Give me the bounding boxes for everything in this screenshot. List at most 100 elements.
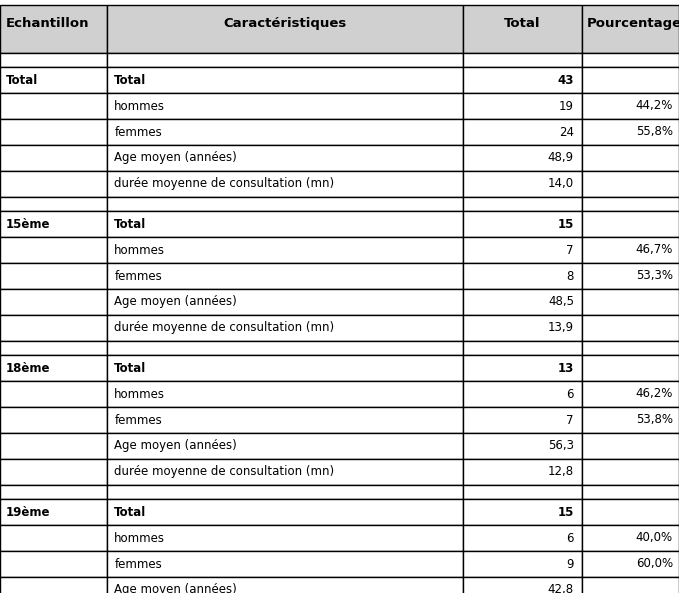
- Bar: [463, 5, 582, 53]
- Bar: [0, 237, 107, 263]
- Bar: [0, 211, 107, 237]
- Bar: [463, 355, 582, 381]
- Bar: [582, 263, 679, 289]
- Bar: [0, 315, 107, 341]
- Text: femmes: femmes: [114, 126, 162, 139]
- Text: 13,9: 13,9: [548, 321, 574, 334]
- Bar: [107, 499, 463, 525]
- Bar: [0, 93, 107, 119]
- Bar: [582, 499, 679, 525]
- Bar: [0, 5, 107, 53]
- Text: 6: 6: [566, 387, 574, 400]
- Text: 19ème: 19ème: [6, 505, 50, 518]
- Text: Total: Total: [114, 505, 147, 518]
- Bar: [463, 499, 582, 525]
- Bar: [463, 119, 582, 145]
- Bar: [107, 237, 463, 263]
- Bar: [582, 197, 679, 211]
- Bar: [0, 433, 107, 459]
- Text: Total: Total: [114, 74, 147, 87]
- Bar: [107, 93, 463, 119]
- Text: 44,2%: 44,2%: [636, 100, 673, 113]
- Bar: [582, 211, 679, 237]
- Bar: [107, 407, 463, 433]
- Bar: [0, 341, 107, 355]
- Bar: [582, 5, 679, 53]
- Bar: [582, 577, 679, 593]
- Bar: [463, 407, 582, 433]
- Bar: [582, 407, 679, 433]
- Bar: [463, 197, 582, 211]
- Bar: [463, 145, 582, 171]
- Text: hommes: hommes: [114, 100, 165, 113]
- Text: femmes: femmes: [114, 269, 162, 282]
- Bar: [463, 237, 582, 263]
- Bar: [582, 237, 679, 263]
- Text: 15: 15: [557, 218, 574, 231]
- Bar: [463, 315, 582, 341]
- Bar: [582, 171, 679, 197]
- Text: Echantillon: Echantillon: [6, 17, 90, 30]
- Text: 53,8%: 53,8%: [636, 413, 673, 426]
- Bar: [463, 263, 582, 289]
- Text: Total: Total: [114, 218, 147, 231]
- Bar: [107, 355, 463, 381]
- Bar: [463, 67, 582, 93]
- Text: 14,0: 14,0: [548, 177, 574, 190]
- Bar: [107, 263, 463, 289]
- Bar: [107, 5, 463, 53]
- Bar: [107, 525, 463, 551]
- Bar: [107, 341, 463, 355]
- Bar: [107, 67, 463, 93]
- Text: hommes: hommes: [114, 387, 165, 400]
- Text: 56,3: 56,3: [548, 439, 574, 452]
- Text: Total: Total: [114, 362, 147, 375]
- Text: 9: 9: [566, 557, 574, 570]
- Text: femmes: femmes: [114, 413, 162, 426]
- Bar: [0, 53, 107, 67]
- Bar: [582, 67, 679, 93]
- Bar: [107, 381, 463, 407]
- Text: Age moyen (années): Age moyen (années): [114, 439, 237, 452]
- Bar: [0, 263, 107, 289]
- Text: 60,0%: 60,0%: [636, 557, 673, 570]
- Bar: [463, 93, 582, 119]
- Bar: [0, 145, 107, 171]
- Bar: [582, 355, 679, 381]
- Text: Age moyen (années): Age moyen (années): [114, 295, 237, 308]
- Bar: [463, 459, 582, 485]
- Bar: [107, 171, 463, 197]
- Text: 12,8: 12,8: [548, 466, 574, 479]
- Bar: [582, 53, 679, 67]
- Bar: [107, 289, 463, 315]
- Text: durée moyenne de consultation (mn): durée moyenne de consultation (mn): [114, 321, 334, 334]
- Text: Age moyen (années): Age moyen (années): [114, 151, 237, 164]
- Text: 13: 13: [557, 362, 574, 375]
- Bar: [107, 145, 463, 171]
- Bar: [0, 525, 107, 551]
- Text: Pourcentage: Pourcentage: [587, 17, 679, 30]
- Bar: [463, 53, 582, 67]
- Bar: [463, 525, 582, 551]
- Bar: [107, 211, 463, 237]
- Text: 7: 7: [566, 244, 574, 257]
- Bar: [0, 171, 107, 197]
- Text: durée moyenne de consultation (mn): durée moyenne de consultation (mn): [114, 177, 334, 190]
- Text: 48,5: 48,5: [548, 295, 574, 308]
- Bar: [463, 485, 582, 499]
- Bar: [463, 433, 582, 459]
- Bar: [463, 171, 582, 197]
- Text: 24: 24: [559, 126, 574, 139]
- Text: 55,8%: 55,8%: [636, 126, 673, 139]
- Text: 48,9: 48,9: [548, 151, 574, 164]
- Text: 53,3%: 53,3%: [636, 269, 673, 282]
- Text: Total: Total: [504, 17, 540, 30]
- Bar: [0, 499, 107, 525]
- Text: durée moyenne de consultation (mn): durée moyenne de consultation (mn): [114, 466, 334, 479]
- Bar: [0, 485, 107, 499]
- Bar: [107, 119, 463, 145]
- Text: Age moyen (années): Age moyen (années): [114, 584, 237, 593]
- Bar: [0, 407, 107, 433]
- Text: 42,8: 42,8: [548, 584, 574, 593]
- Text: 15ème: 15ème: [6, 218, 50, 231]
